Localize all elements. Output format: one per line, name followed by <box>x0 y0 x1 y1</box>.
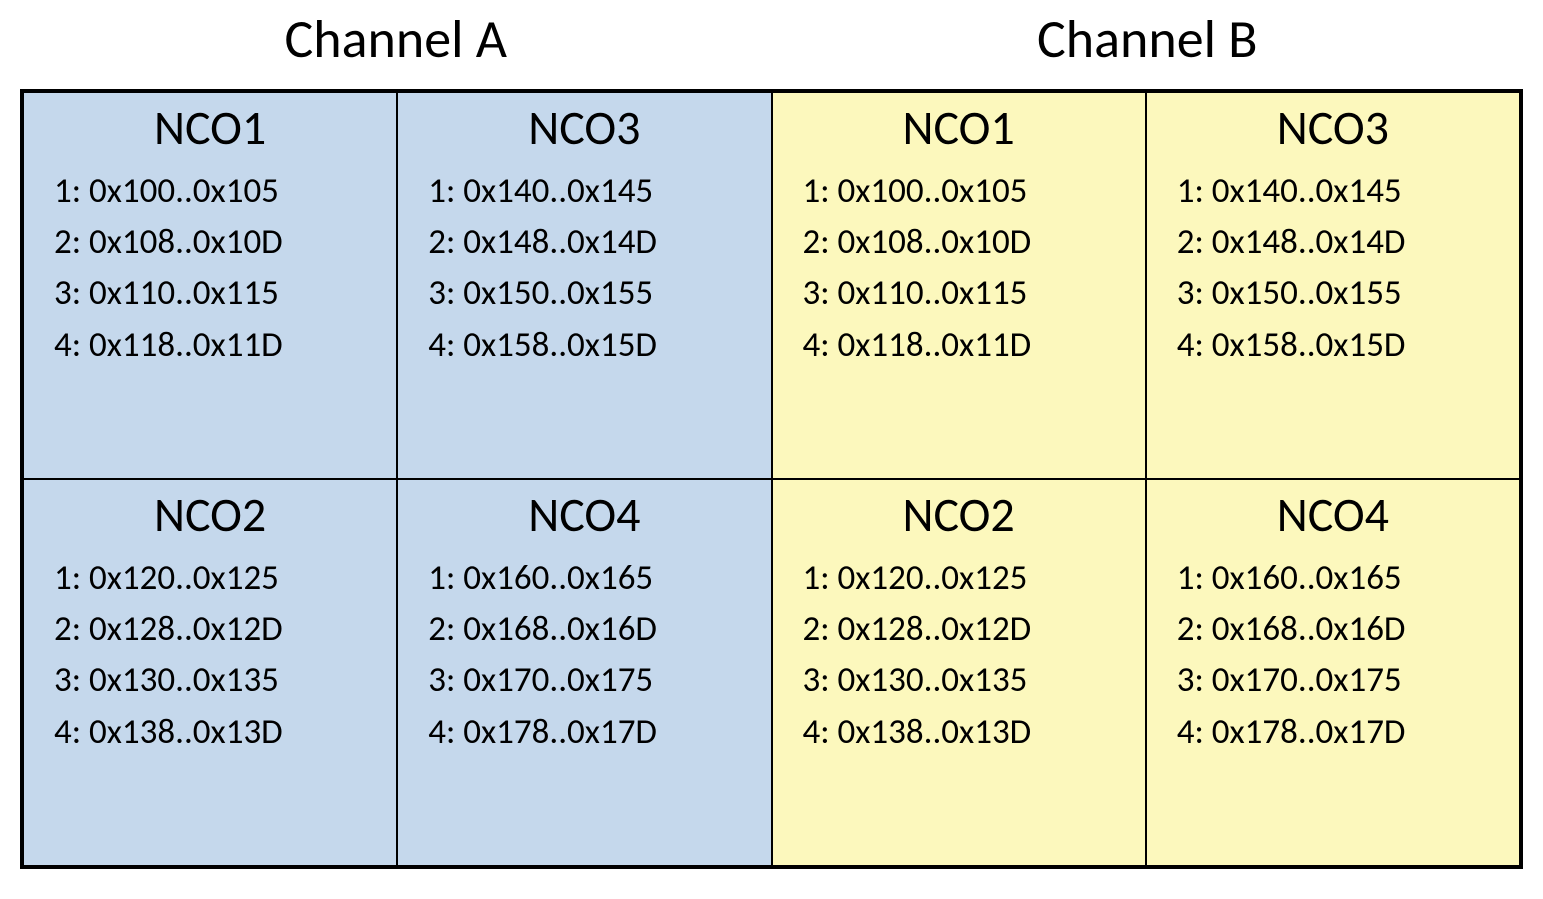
address-row: 4: 0x138..0x13D <box>803 709 1145 756</box>
cell-title: NCO3 <box>398 103 770 153</box>
cell-a-nco4: NCO4 1: 0x160..0x165 2: 0x168..0x16D 3: … <box>397 479 771 866</box>
cell-title: NCO1 <box>773 103 1145 153</box>
address-row: 4: 0x158..0x15D <box>1177 322 1519 369</box>
address-row: 3: 0x150..0x155 <box>428 270 770 317</box>
address-row: 1: 0x100..0x105 <box>803 168 1145 215</box>
cell-b-nco1: NCO1 1: 0x100..0x105 2: 0x108..0x10D 3: … <box>772 92 1146 479</box>
address-row: 3: 0x110..0x115 <box>803 270 1145 317</box>
address-row: 3: 0x150..0x155 <box>1177 270 1519 317</box>
address-rows: 1: 0x140..0x145 2: 0x148..0x14D 3: 0x150… <box>428 168 770 369</box>
channel-b-header: Channel B <box>772 10 1524 69</box>
cell-title: NCO4 <box>1147 490 1519 540</box>
cell-a-nco3: NCO3 1: 0x140..0x145 2: 0x148..0x14D 3: … <box>397 92 771 479</box>
address-row: 4: 0x178..0x17D <box>428 709 770 756</box>
address-row: 3: 0x170..0x175 <box>428 657 770 704</box>
address-rows: 1: 0x160..0x165 2: 0x168..0x16D 3: 0x170… <box>1177 555 1519 756</box>
address-row: 1: 0x120..0x125 <box>803 555 1145 602</box>
nco-grid: NCO1 1: 0x100..0x105 2: 0x108..0x10D 3: … <box>20 89 1523 869</box>
cell-b-nco4: NCO4 1: 0x160..0x165 2: 0x168..0x16D 3: … <box>1146 479 1520 866</box>
address-row: 4: 0x158..0x15D <box>428 322 770 369</box>
address-row: 2: 0x148..0x14D <box>428 219 770 266</box>
address-row: 1: 0x100..0x105 <box>54 168 396 215</box>
channel-a-header: Channel A <box>20 10 772 69</box>
address-row: 4: 0x118..0x11D <box>803 322 1145 369</box>
channel-headers: Channel A Channel B <box>20 10 1523 69</box>
address-row: 1: 0x120..0x125 <box>54 555 396 602</box>
address-row: 2: 0x168..0x16D <box>1177 606 1519 653</box>
cell-b-nco2: NCO2 1: 0x120..0x125 2: 0x128..0x12D 3: … <box>772 479 1146 866</box>
address-row: 4: 0x138..0x13D <box>54 709 396 756</box>
address-row: 1: 0x160..0x165 <box>428 555 770 602</box>
address-row: 2: 0x148..0x14D <box>1177 219 1519 266</box>
address-row: 1: 0x140..0x145 <box>1177 168 1519 215</box>
address-rows: 1: 0x100..0x105 2: 0x108..0x10D 3: 0x110… <box>54 168 396 369</box>
cell-title: NCO4 <box>398 490 770 540</box>
address-rows: 1: 0x120..0x125 2: 0x128..0x12D 3: 0x130… <box>803 555 1145 756</box>
cell-b-nco3: NCO3 1: 0x140..0x145 2: 0x148..0x14D 3: … <box>1146 92 1520 479</box>
address-row: 2: 0x108..0x10D <box>54 219 396 266</box>
address-row: 3: 0x110..0x115 <box>54 270 396 317</box>
cell-a-nco1: NCO1 1: 0x100..0x105 2: 0x108..0x10D 3: … <box>23 92 397 479</box>
address-rows: 1: 0x160..0x165 2: 0x168..0x16D 3: 0x170… <box>428 555 770 756</box>
address-row: 4: 0x178..0x17D <box>1177 709 1519 756</box>
address-row: 4: 0x118..0x11D <box>54 322 396 369</box>
address-row: 2: 0x128..0x12D <box>54 606 396 653</box>
cell-title: NCO3 <box>1147 103 1519 153</box>
address-rows: 1: 0x100..0x105 2: 0x108..0x10D 3: 0x110… <box>803 168 1145 369</box>
address-row: 3: 0x170..0x175 <box>1177 657 1519 704</box>
address-row: 3: 0x130..0x135 <box>54 657 396 704</box>
cell-title: NCO2 <box>773 490 1145 540</box>
address-rows: 1: 0x120..0x125 2: 0x128..0x12D 3: 0x130… <box>54 555 396 756</box>
address-row: 1: 0x160..0x165 <box>1177 555 1519 602</box>
address-rows: 1: 0x140..0x145 2: 0x148..0x14D 3: 0x150… <box>1177 168 1519 369</box>
address-row: 2: 0x108..0x10D <box>803 219 1145 266</box>
cell-title: NCO1 <box>24 103 396 153</box>
cell-a-nco2: NCO2 1: 0x120..0x125 2: 0x128..0x12D 3: … <box>23 479 397 866</box>
cell-title: NCO2 <box>24 490 396 540</box>
address-row: 1: 0x140..0x145 <box>428 168 770 215</box>
address-row: 2: 0x168..0x16D <box>428 606 770 653</box>
address-row: 3: 0x130..0x135 <box>803 657 1145 704</box>
address-row: 2: 0x128..0x12D <box>803 606 1145 653</box>
page: Channel A Channel B NCO1 1: 0x100..0x105… <box>0 0 1543 899</box>
